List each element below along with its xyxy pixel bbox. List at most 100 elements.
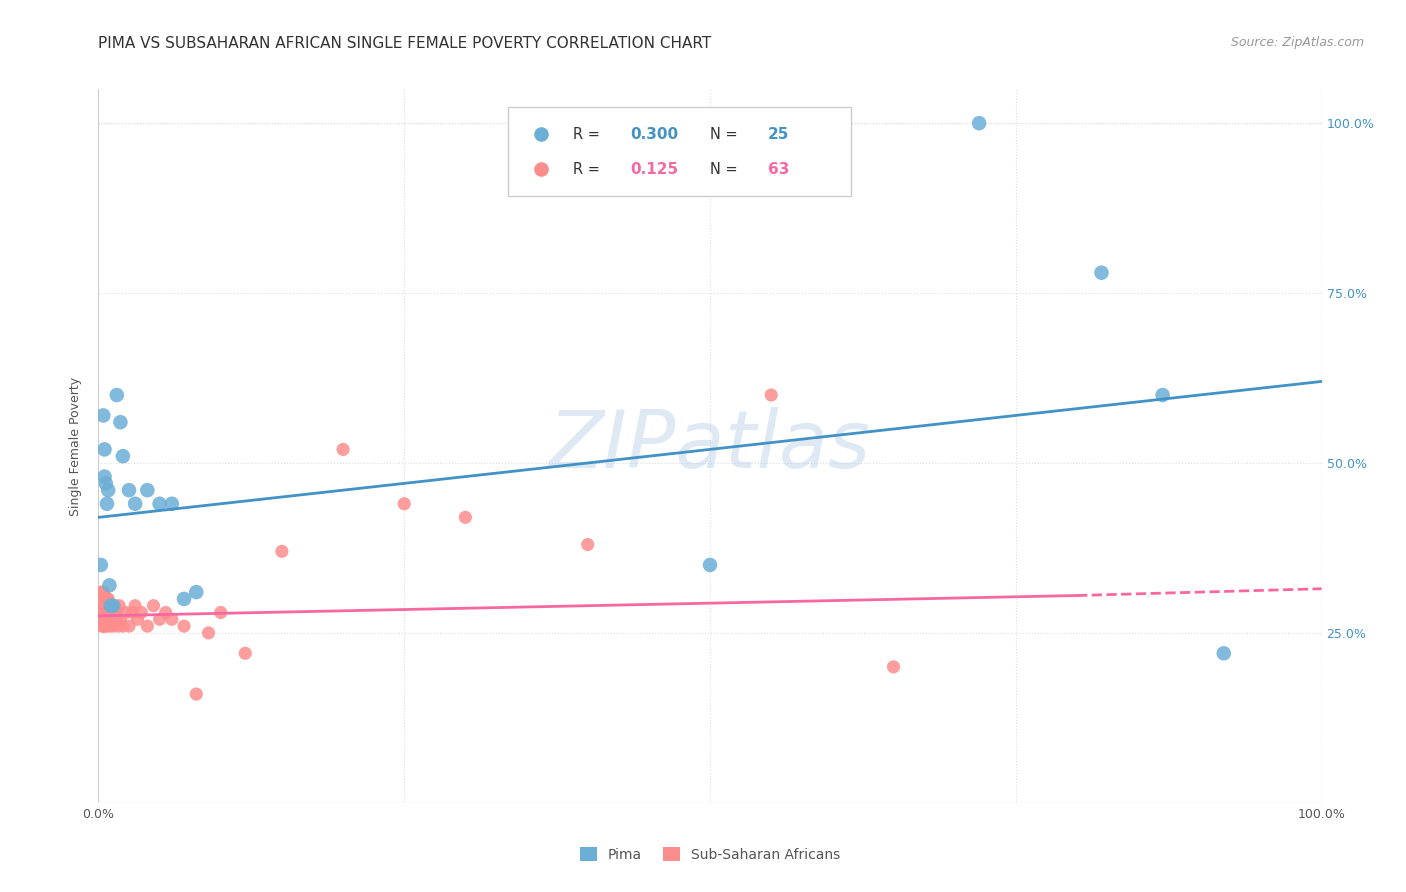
Point xyxy=(93,606,115,620)
Point xyxy=(118,483,141,498)
Point xyxy=(100,612,122,626)
Point xyxy=(136,483,159,498)
Point xyxy=(91,606,114,620)
Text: ZIPatlas: ZIPatlas xyxy=(548,407,872,485)
Legend: Pima, Sub-Saharan Africans: Pima, Sub-Saharan Africans xyxy=(575,841,845,867)
Point xyxy=(103,599,125,613)
Point xyxy=(105,606,128,620)
Point xyxy=(699,558,721,572)
Point xyxy=(90,558,112,572)
Point xyxy=(90,585,112,599)
Point xyxy=(155,606,177,620)
Point xyxy=(94,612,117,626)
Point xyxy=(96,497,118,511)
Point xyxy=(118,619,141,633)
Point xyxy=(100,599,122,613)
Point xyxy=(124,599,146,613)
Text: PIMA VS SUBSAHARAN AFRICAN SINGLE FEMALE POVERTY CORRELATION CHART: PIMA VS SUBSAHARAN AFRICAN SINGLE FEMALE… xyxy=(98,36,711,51)
Point xyxy=(454,510,477,524)
Point xyxy=(96,612,118,626)
Point xyxy=(530,159,553,173)
Point xyxy=(129,606,152,620)
Point xyxy=(1152,388,1174,402)
Point xyxy=(136,619,159,633)
Point xyxy=(124,497,146,511)
Point xyxy=(173,619,195,633)
Point xyxy=(93,469,115,483)
Point xyxy=(209,606,232,620)
Point xyxy=(149,497,172,511)
Point xyxy=(111,619,134,633)
Point xyxy=(89,591,111,606)
Point xyxy=(197,626,219,640)
Text: N =: N = xyxy=(710,161,742,177)
Point xyxy=(93,599,115,613)
Point xyxy=(1090,266,1112,280)
Point xyxy=(104,612,127,626)
Point xyxy=(93,591,115,606)
Point xyxy=(94,619,117,633)
Text: Source: ZipAtlas.com: Source: ZipAtlas.com xyxy=(1230,36,1364,49)
Point xyxy=(91,591,114,606)
Point xyxy=(94,606,117,620)
Point xyxy=(110,415,132,429)
Point xyxy=(94,591,117,606)
Point xyxy=(97,612,120,626)
Point xyxy=(93,619,115,633)
Point xyxy=(761,388,783,402)
Point xyxy=(127,612,149,626)
Point xyxy=(967,116,990,130)
Y-axis label: Single Female Poverty: Single Female Poverty xyxy=(69,376,83,516)
Point xyxy=(110,612,132,626)
Point xyxy=(186,585,208,599)
Point xyxy=(173,591,195,606)
Point xyxy=(149,612,172,626)
Point xyxy=(530,192,553,206)
Point xyxy=(107,619,129,633)
Point xyxy=(93,612,115,626)
Point xyxy=(97,483,120,498)
Point xyxy=(186,687,208,701)
Point xyxy=(233,646,256,660)
Point xyxy=(91,619,114,633)
Point xyxy=(101,619,124,633)
Point xyxy=(142,599,165,613)
Point xyxy=(121,606,143,620)
Point xyxy=(98,619,121,633)
Point xyxy=(96,606,118,620)
FancyBboxPatch shape xyxy=(508,107,851,196)
Point xyxy=(883,660,905,674)
Point xyxy=(100,599,122,613)
Point xyxy=(114,606,136,620)
Point xyxy=(101,599,124,613)
Point xyxy=(91,585,114,599)
Point xyxy=(105,388,128,402)
Point xyxy=(111,449,134,463)
Point xyxy=(332,442,354,457)
Point xyxy=(576,537,599,551)
Point xyxy=(91,409,114,423)
Point xyxy=(108,599,131,613)
Text: R =: R = xyxy=(574,127,605,142)
Point xyxy=(392,497,416,511)
Point xyxy=(160,497,183,511)
Point xyxy=(94,476,117,491)
Text: N =: N = xyxy=(710,127,742,142)
Point xyxy=(91,612,114,626)
Text: 0.300: 0.300 xyxy=(630,127,679,142)
Point xyxy=(94,599,117,613)
Point xyxy=(1212,646,1234,660)
Point xyxy=(160,612,183,626)
Point xyxy=(101,606,124,620)
Point xyxy=(91,619,114,633)
Point xyxy=(90,599,112,613)
Text: R =: R = xyxy=(574,161,605,177)
Text: 63: 63 xyxy=(768,161,789,177)
Point xyxy=(90,612,112,626)
Point xyxy=(96,591,118,606)
Point xyxy=(98,578,121,592)
Point xyxy=(98,606,121,620)
Point xyxy=(97,599,120,613)
Text: 25: 25 xyxy=(768,127,789,142)
Point xyxy=(91,599,114,613)
